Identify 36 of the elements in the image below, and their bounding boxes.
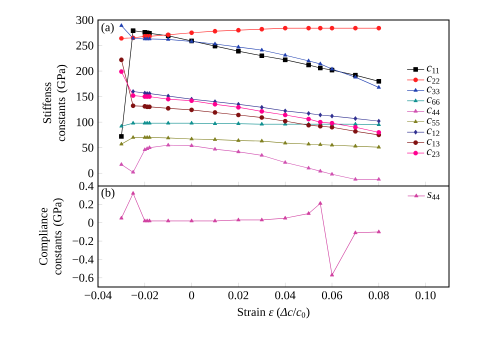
y-tick-label: 300	[76, 16, 94, 24]
legend-label: c$_{11}$	[426, 66, 440, 74]
y-tick-label: 0.2	[79, 200, 94, 208]
legend-label: c$_{23}$	[426, 149, 440, 157]
legend-label: c$_{44}$	[426, 108, 440, 116]
y-axis-title: Stiffenss constants (GPa)	[42, 64, 68, 142]
x-tick-label: 0.08	[368, 291, 389, 300]
x-tick-label: 0.10	[416, 291, 436, 300]
x-axis-title: Strain ε (Δc/c$_{0}$)	[238, 308, 310, 318]
legend-label: s$_{44}$	[427, 192, 440, 200]
legend-label: c$_{66}$	[426, 97, 440, 105]
x-tick-label: −0.04	[84, 291, 112, 300]
x-tick-label: 0.04	[275, 291, 296, 300]
legend-label: c$_{12}$	[426, 128, 440, 136]
annotation: (a)	[101, 22, 114, 34]
y-tick-label: −0.6	[72, 274, 94, 282]
legend-label: c$_{13}$	[426, 138, 440, 146]
annotation: (b)	[101, 188, 114, 200]
x-tick-label: 0	[189, 291, 194, 300]
x-tick-label: 0.06	[322, 291, 342, 300]
y-tick-label: 50	[82, 144, 94, 152]
legend-label: c$_{33}$	[426, 86, 440, 94]
y-tick-label: −0.2	[72, 237, 94, 246]
y-tick-label: 0.4	[79, 182, 94, 190]
y-tick-label: 150	[76, 92, 94, 101]
y-axis-title: Compliance constants (GPa)	[38, 198, 64, 275]
y-tick-label: 0	[88, 169, 94, 178]
x-tick-label: −0.02	[132, 291, 158, 300]
y-tick-label: 100	[76, 118, 94, 126]
y-tick-label: −0.4	[72, 255, 94, 264]
legend-label: c$_{55}$	[426, 118, 440, 126]
x-tick-label: 0.02	[228, 291, 248, 300]
y-tick-label: 0	[88, 218, 94, 227]
legend-label: c$_{22}$	[426, 76, 440, 84]
y-tick-label: 200	[76, 67, 94, 76]
y-tick-label: 250	[76, 41, 94, 50]
